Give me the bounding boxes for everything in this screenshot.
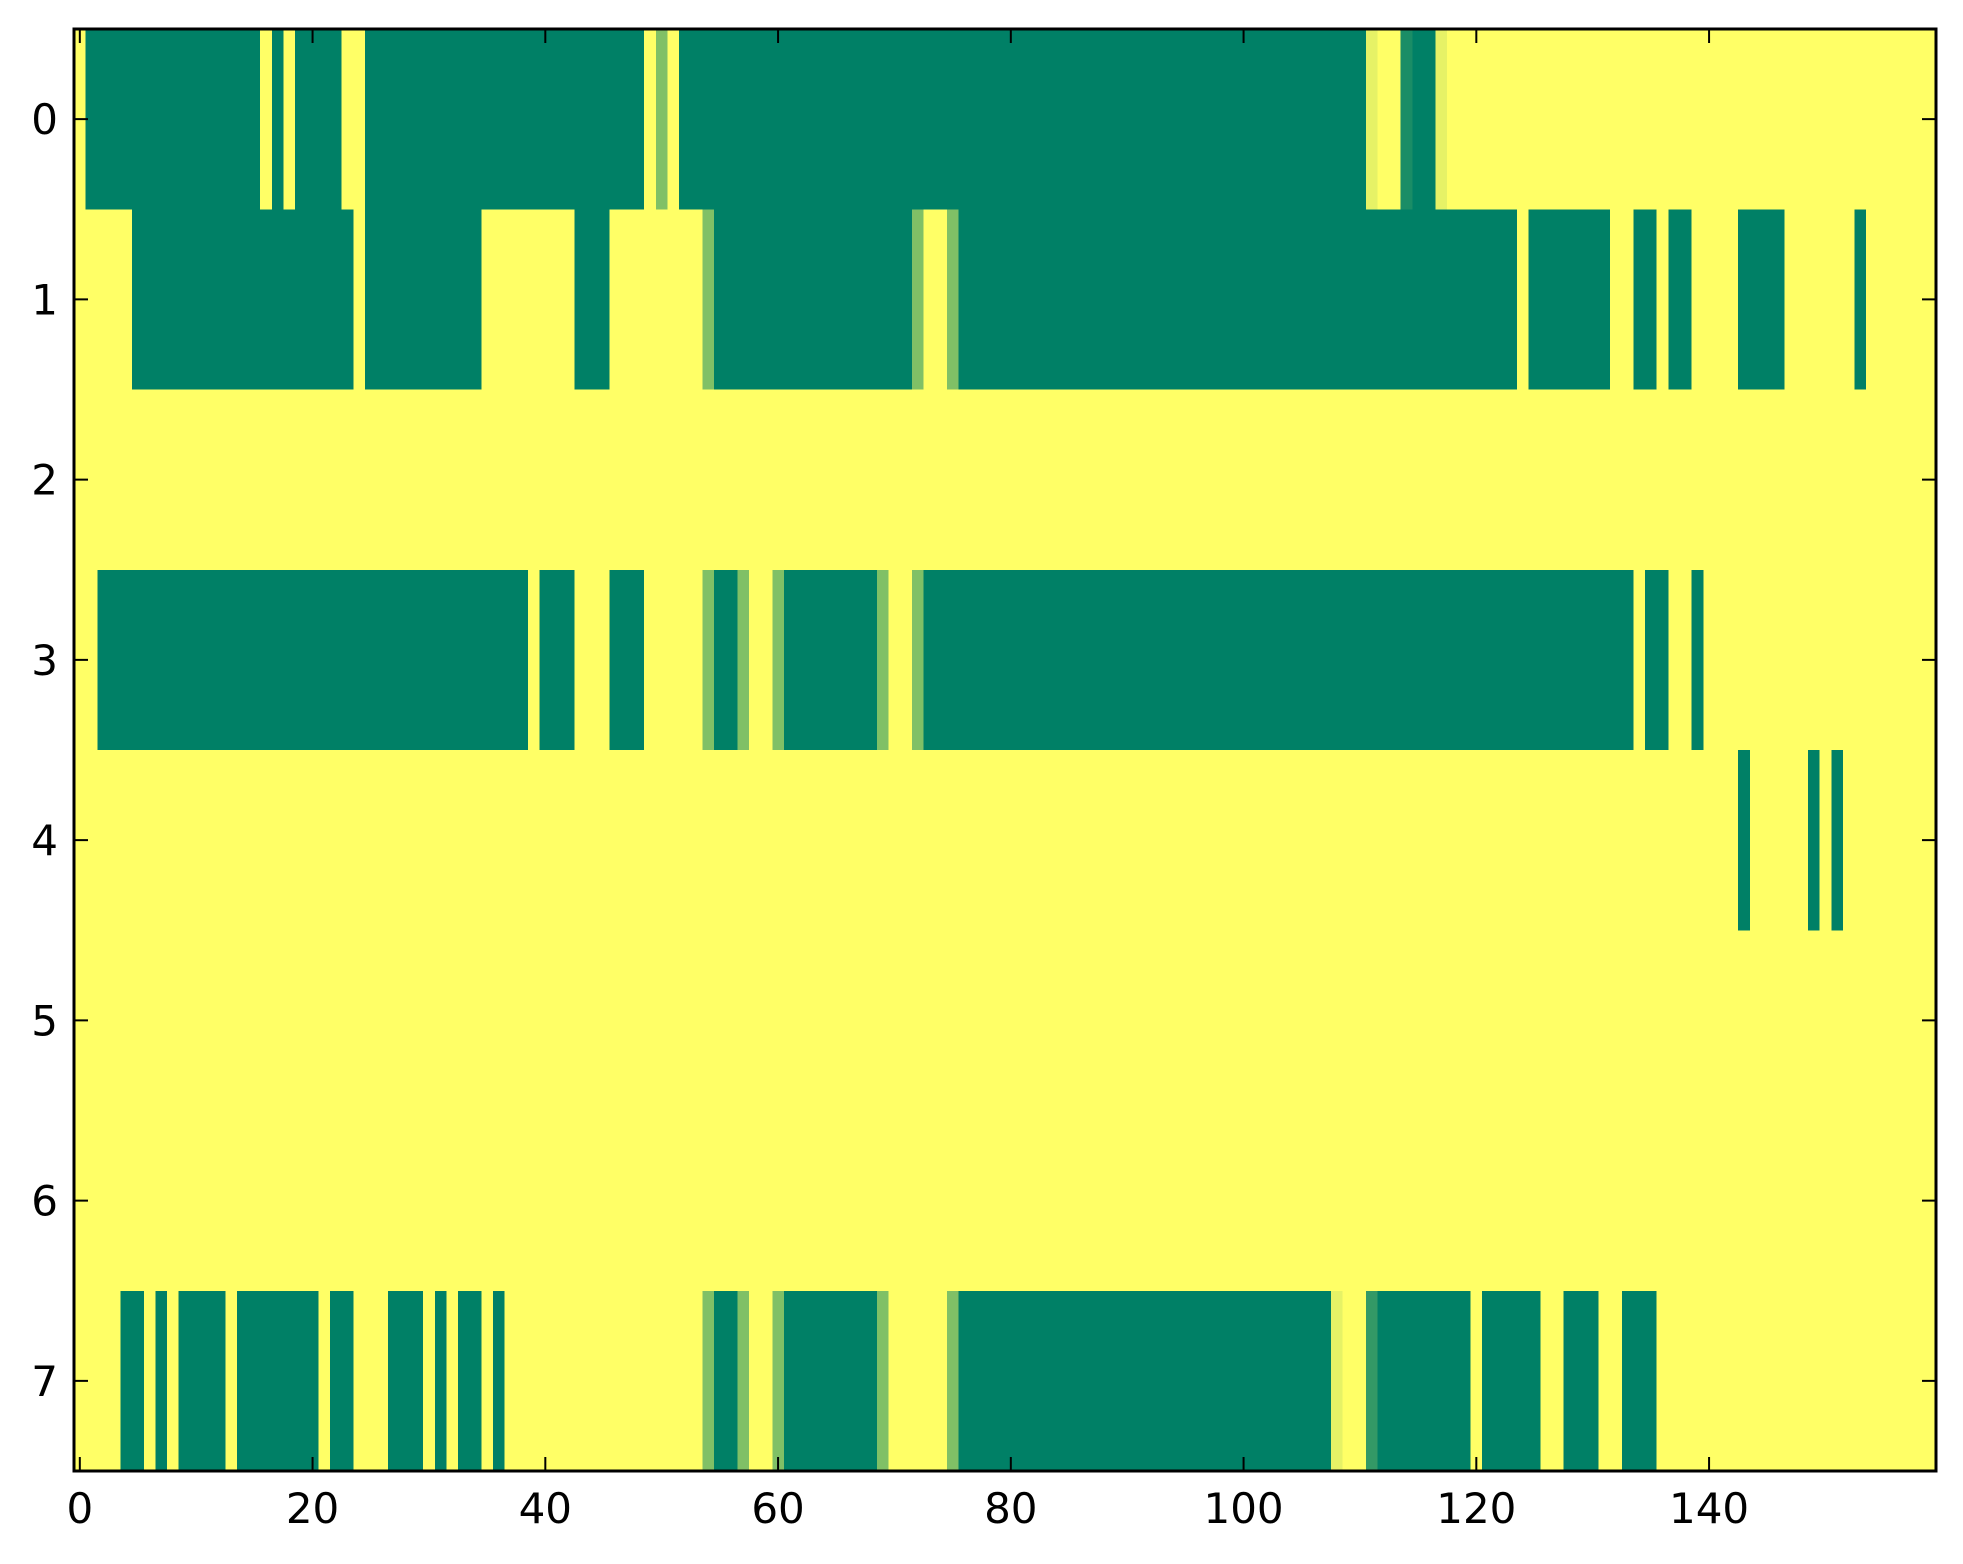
heatmap-cell-row1-seg2 [574, 209, 610, 390]
x-tick-label-100: 100 [1203, 1484, 1283, 1533]
heatmap-cell-row0-seg9 [1435, 29, 1448, 210]
heatmap-cell-row3-seg0 [97, 569, 528, 750]
heatmap-cell-row1-seg6 [946, 209, 959, 390]
heatmap-cell-row3-seg3 [702, 569, 715, 750]
x-tick-label-120: 120 [1436, 1484, 1516, 1533]
heatmap-cell-row3-seg10 [923, 569, 1634, 750]
heatmap-cell-row7-seg11 [737, 1290, 749, 1471]
heatmap-cell-row3-seg8 [876, 569, 889, 750]
x-tick-labels: 0 20 40 60 80 100 120 140 [66, 1484, 1749, 1533]
y-tick-label-0: 0 [31, 95, 58, 144]
heatmap-cell-row4-seg2 [1831, 750, 1843, 931]
heatmap-cell-row7-seg7 [458, 1290, 482, 1471]
heatmap-cell-row7-seg2 [178, 1290, 226, 1471]
x-tick-label-80: 80 [984, 1484, 1037, 1533]
heatmap-cell-row3-seg4 [714, 569, 738, 750]
plot-frame [72, 27, 1938, 1473]
heatmap-cell-row7-seg5 [388, 1290, 424, 1471]
heatmap-cell-row0-seg1 [271, 29, 284, 210]
heatmap-cell-row7-seg13 [783, 1290, 877, 1471]
heatmap-cell-row1-seg5 [911, 209, 924, 390]
heatmap-cell-row1-seg3 [702, 209, 715, 390]
axis-ticks [74, 29, 1936, 1471]
heatmap-cell-row3-seg5 [737, 569, 749, 750]
heatmap-cell-row7-seg17 [1330, 1290, 1343, 1471]
heatmap-cell-row0-seg5 [679, 29, 1366, 210]
y-tick-label-5: 5 [31, 996, 58, 1045]
heatmap-cell-row7-seg1 [155, 1290, 168, 1471]
heatmap-cell-row1-seg10 [1668, 209, 1692, 390]
heatmap-cell-row1-seg9 [1633, 209, 1657, 390]
heatmap-cell-row3-seg9 [911, 569, 924, 750]
heatmap-cell-row7-seg19 [1377, 1290, 1471, 1471]
heatmap-cell-row0-seg2 [295, 29, 342, 210]
heatmap-cell-row7-seg21 [1563, 1290, 1599, 1471]
heatmap-cell-row7-seg6 [434, 1290, 447, 1471]
heatmap-cells [85, 29, 1867, 1471]
heatmap-cell-row0-seg7 [1400, 29, 1413, 210]
heatmap-cell-row1-seg12 [1854, 209, 1867, 390]
y-tick-label-7: 7 [31, 1357, 58, 1406]
heatmap-cell-row7-seg22 [1621, 1290, 1657, 1471]
heatmap-cell-row0-seg8 [1412, 29, 1436, 210]
heatmap-cell-row1-seg0 [132, 209, 354, 390]
heatmap-cell-row7-seg9 [702, 1290, 715, 1471]
y-tick-label-3: 3 [31, 636, 58, 685]
heatmap-cell-row7-seg3 [236, 1290, 319, 1471]
x-tick-label-40: 40 [519, 1484, 572, 1533]
heatmap-cell-row1-seg4 [714, 209, 912, 390]
heatmap-cell-row1-seg1 [364, 209, 482, 390]
heatmap-cell-row3-seg7 [783, 569, 877, 750]
y-tick-label-6: 6 [31, 1177, 58, 1226]
heatmap-cell-row7-seg4 [330, 1290, 354, 1471]
y-tick-label-2: 2 [31, 456, 58, 505]
heatmap-cell-row7-seg12 [772, 1290, 784, 1471]
heatmap-cell-row7-seg18 [1365, 1290, 1378, 1471]
heatmap-cell-row1-seg11 [1738, 209, 1785, 390]
x-tick-label-20: 20 [286, 1484, 339, 1533]
heatmap-cell-row3-seg1 [539, 569, 575, 750]
heatmap-cell-row7-seg16 [958, 1290, 1331, 1471]
heatmap-cell-row3-seg6 [772, 569, 784, 750]
heatmap-cell-row3-seg12 [1691, 569, 1704, 750]
heatmap-cell-row7-seg10 [714, 1290, 738, 1471]
heatmap-cell-row0-seg6 [1365, 29, 1378, 210]
heatmap-cell-row0-seg0 [85, 29, 261, 210]
heatmap-cell-row0-seg3 [364, 29, 645, 210]
heatmap-cell-row1-seg8 [1528, 209, 1611, 390]
x-tick-label-0: 0 [66, 1484, 93, 1533]
heatmap-cell-row3-seg11 [1645, 569, 1669, 750]
heatmap-cell-row4-seg1 [1807, 750, 1820, 931]
heatmap-cell-row7-seg14 [876, 1290, 889, 1471]
heatmap-cell-row7-seg15 [946, 1290, 959, 1471]
y-tick-label-4: 4 [31, 816, 58, 865]
y-tick-labels: 0 1 2 3 4 5 6 7 [31, 95, 58, 1406]
heatmap-cell-row0-seg4 [655, 29, 668, 210]
x-tick-label-60: 60 [751, 1484, 804, 1533]
heatmap-cell-row7-seg20 [1482, 1290, 1541, 1471]
heatmap-cell-row4-seg0 [1738, 750, 1750, 931]
heatmap-cell-row7-seg0 [120, 1290, 144, 1471]
x-tick-label-140: 140 [1669, 1484, 1749, 1533]
y-tick-label-1: 1 [31, 275, 58, 324]
heatmap-cell-row3-seg2 [609, 569, 645, 750]
heatmap-cell-row7-seg8 [492, 1290, 505, 1471]
heatmap-cell-row1-seg7 [958, 209, 1518, 390]
